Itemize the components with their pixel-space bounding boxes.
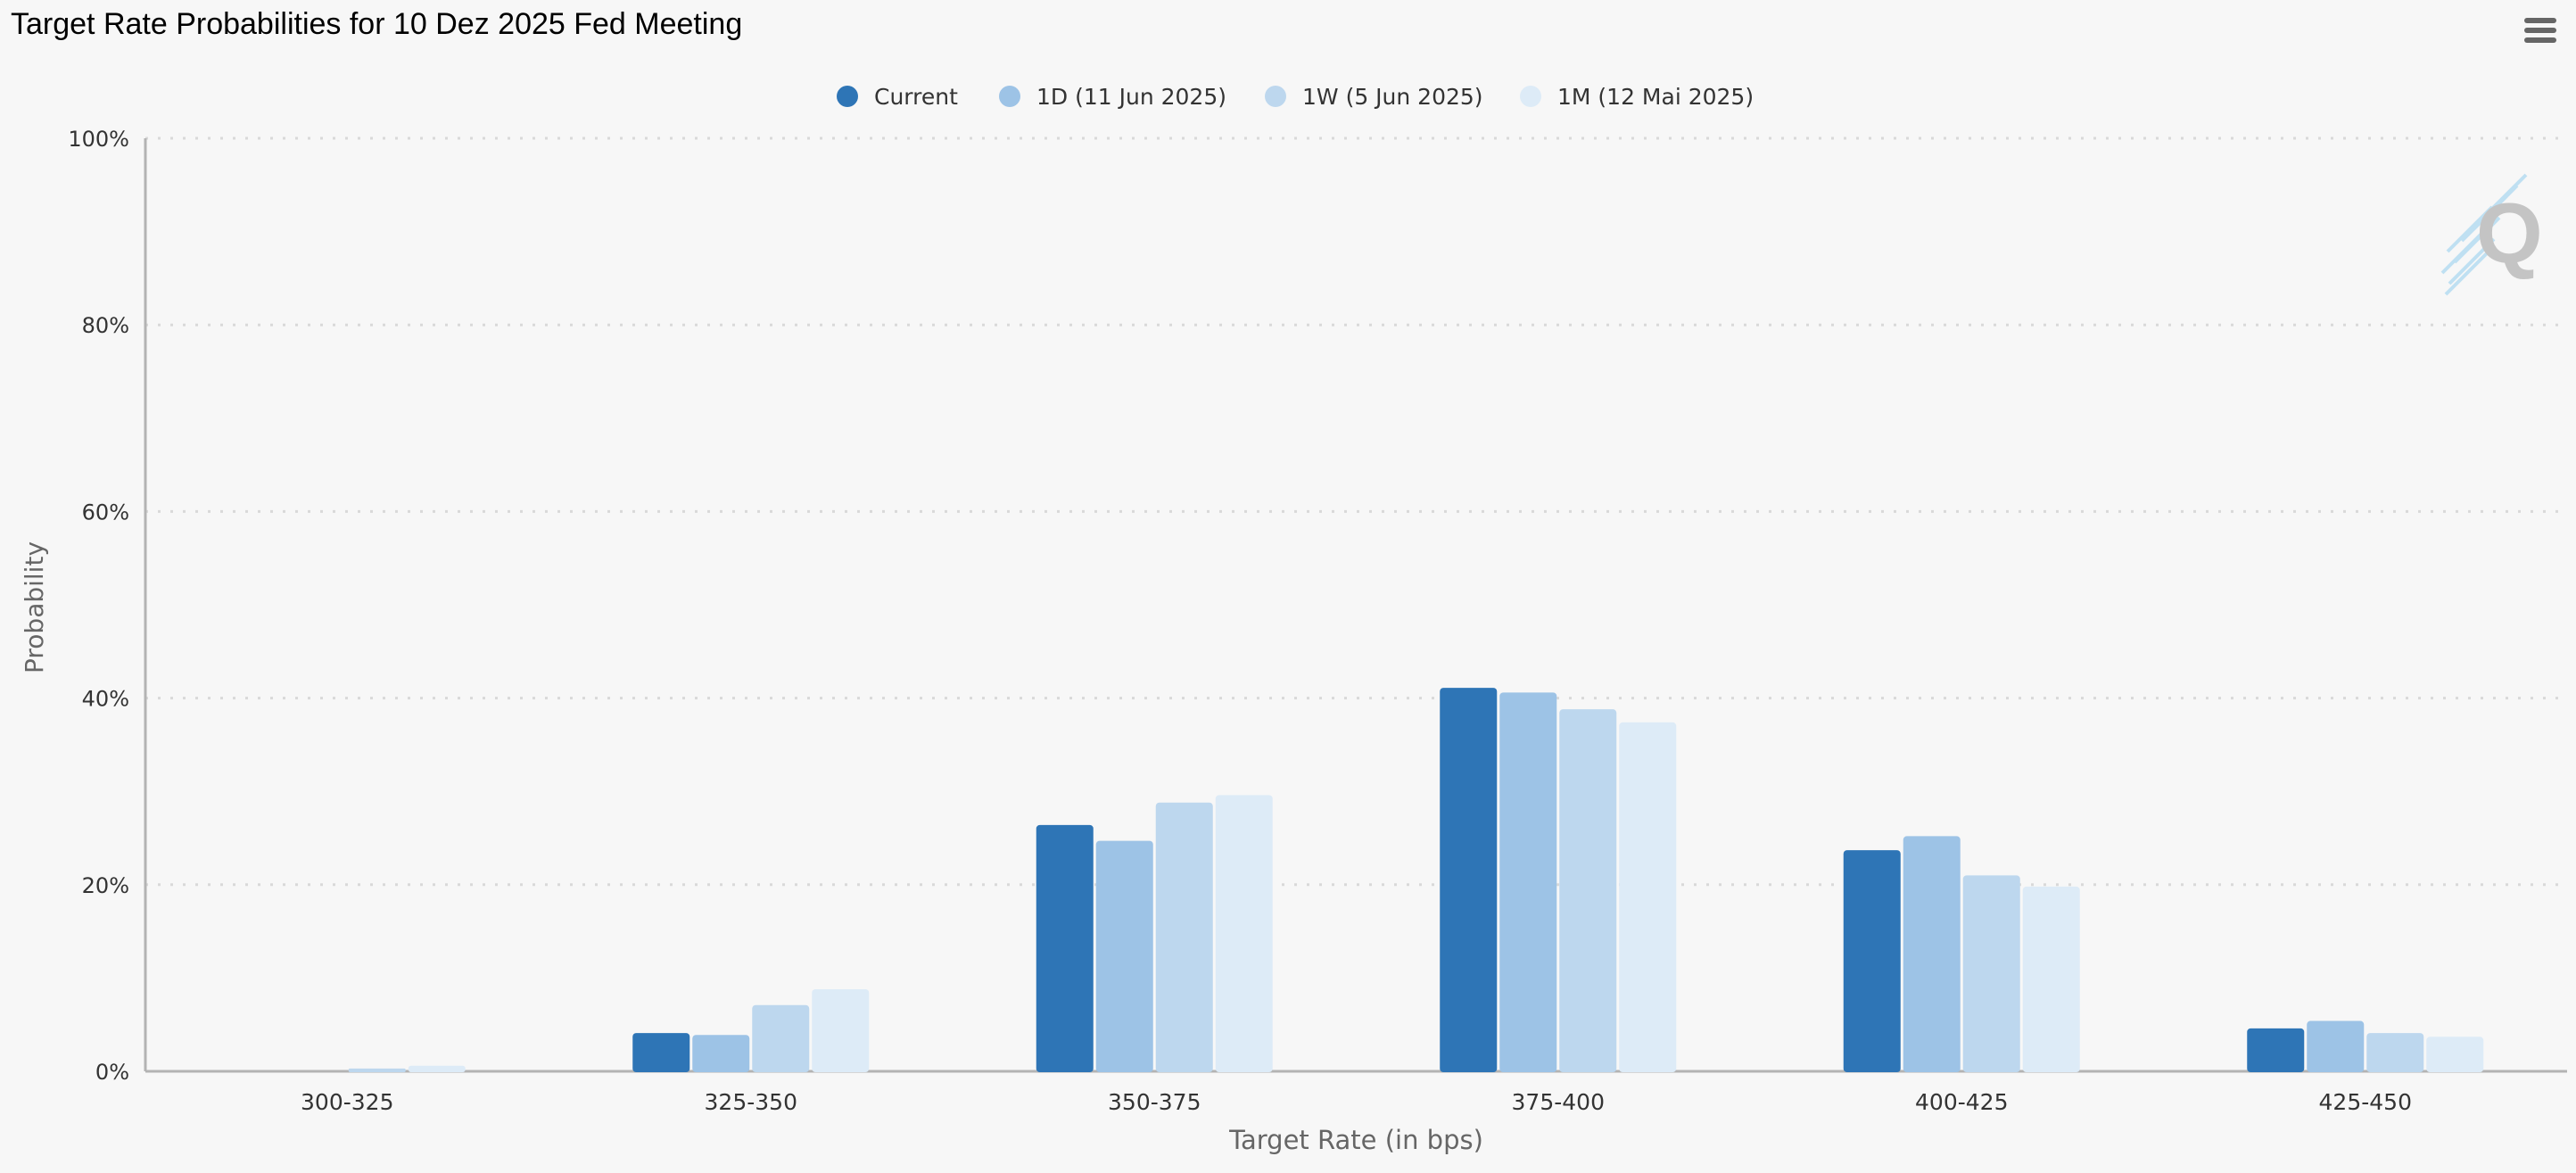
bar-425-450-series-0 — [2247, 1028, 2305, 1072]
bar-325-350-series-2 — [752, 1004, 810, 1072]
chart-context-menu-button[interactable] — [2521, 14, 2560, 46]
x-tick-label: 375-400 — [1512, 1089, 1605, 1115]
y-tick-label: 100% — [68, 127, 129, 152]
legend-label: 1W (5 Jun 2025) — [1302, 83, 1483, 110]
x-axis-title: Target Rate (in bps) — [1228, 1125, 1483, 1155]
y-tick-label: 20% — [82, 873, 129, 898]
bar-325-350-series-0 — [632, 1033, 690, 1072]
bar-350-375-series-0 — [1036, 824, 1094, 1072]
bar-375-400-series-0 — [1440, 688, 1498, 1072]
bar-375-400-series-3 — [1619, 722, 1677, 1072]
legend-label: 1M (12 Mai 2025) — [1557, 83, 1754, 110]
legend-item-1m[interactable]: 1M (12 Mai 2025) — [1520, 78, 1754, 114]
y-axis-title: Probability — [20, 541, 49, 673]
hamburger-menu-icon — [2524, 18, 2556, 23]
bar-375-400-series-1 — [1499, 692, 1557, 1072]
hamburger-menu-icon-bar — [2524, 28, 2556, 33]
bar-400-425-series-3 — [2022, 886, 2080, 1072]
y-tick-label: 60% — [82, 500, 129, 525]
legend-swatch-icon — [1265, 86, 1286, 107]
bar-400-425-series-1 — [1903, 836, 1961, 1072]
x-tick-label: 325-350 — [705, 1089, 797, 1115]
bar-350-375-series-3 — [1215, 795, 1273, 1072]
x-tick-label: 400-425 — [1915, 1089, 2008, 1115]
legend-swatch-icon — [1520, 86, 1541, 107]
legend-label: Current — [874, 83, 958, 110]
bar-350-375-series-1 — [1095, 840, 1153, 1072]
y-tick-label: 40% — [82, 687, 129, 712]
legend-swatch-icon — [999, 86, 1020, 107]
bar-325-350-series-3 — [812, 988, 870, 1072]
legend-swatch-icon — [837, 86, 858, 107]
bar-400-425-series-2 — [1962, 875, 2020, 1072]
bar-300-325-series-3 — [408, 1065, 466, 1072]
bar-425-450-series-3 — [2426, 1037, 2484, 1072]
quikstrike-logo-watermark: Q — [2440, 173, 2543, 296]
x-tick-label: 425-450 — [2319, 1089, 2412, 1115]
bar-425-450-series-1 — [2307, 1020, 2365, 1072]
legend-item-1w[interactable]: 1W (5 Jun 2025) — [1265, 78, 1483, 114]
x-tick-label: 300-325 — [301, 1089, 393, 1115]
bar-425-450-series-2 — [2366, 1033, 2424, 1072]
x-tick-label: 350-375 — [1108, 1089, 1201, 1115]
hamburger-menu-icon-bar — [2524, 37, 2556, 43]
y-tick-label: 0% — [95, 1060, 129, 1085]
bar-400-425-series-0 — [1843, 850, 1901, 1072]
chart-legend: Current 1D (11 Jun 2025) 1W (5 Jun 2025)… — [0, 78, 2576, 114]
bar-300-325-series-2 — [348, 1068, 406, 1072]
y-tick-label: 80% — [82, 313, 129, 338]
legend-item-1d[interactable]: 1D (11 Jun 2025) — [999, 78, 1226, 114]
legend-label: 1D (11 Jun 2025) — [1036, 83, 1227, 110]
svg-text:Q: Q — [2476, 186, 2543, 281]
bar-325-350-series-1 — [692, 1035, 750, 1072]
bar-350-375-series-2 — [1155, 802, 1213, 1072]
bar-375-400-series-2 — [1559, 709, 1617, 1072]
legend-item-current[interactable]: Current — [837, 78, 958, 114]
chart-title: Target Rate Probabilities for 10 Dez 202… — [11, 7, 743, 41]
